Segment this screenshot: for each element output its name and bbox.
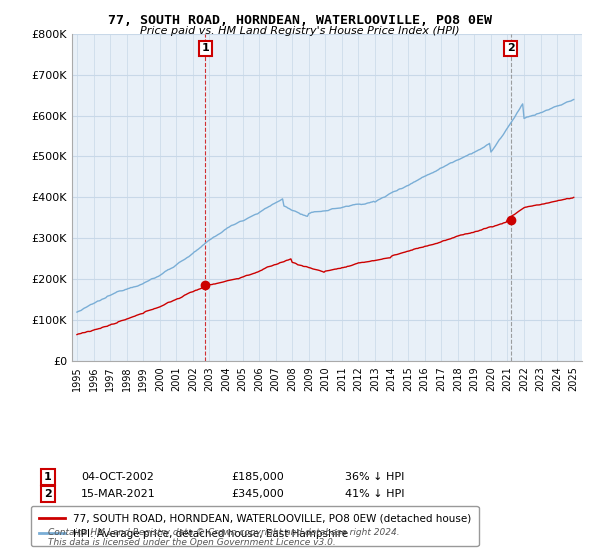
Text: 2: 2 <box>44 489 52 499</box>
Text: 77, SOUTH ROAD, HORNDEAN, WATERLOOVILLE, PO8 0EW: 77, SOUTH ROAD, HORNDEAN, WATERLOOVILLE,… <box>108 14 492 27</box>
Text: 15-MAR-2021: 15-MAR-2021 <box>81 489 156 499</box>
Text: 1: 1 <box>44 472 52 482</box>
Text: 36% ↓ HPI: 36% ↓ HPI <box>345 472 404 482</box>
Text: 04-OCT-2002: 04-OCT-2002 <box>81 472 154 482</box>
Text: 2: 2 <box>507 44 515 53</box>
Legend: 77, SOUTH ROAD, HORNDEAN, WATERLOOVILLE, PO8 0EW (detached house), HPI: Average : 77, SOUTH ROAD, HORNDEAN, WATERLOOVILLE,… <box>31 506 479 546</box>
Text: £345,000: £345,000 <box>231 489 284 499</box>
Text: Contains HM Land Registry data © Crown copyright and database right 2024.
This d: Contains HM Land Registry data © Crown c… <box>48 528 400 547</box>
Text: Price paid vs. HM Land Registry's House Price Index (HPI): Price paid vs. HM Land Registry's House … <box>140 26 460 36</box>
Text: £185,000: £185,000 <box>231 472 284 482</box>
Text: 1: 1 <box>202 44 209 53</box>
Text: 41% ↓ HPI: 41% ↓ HPI <box>345 489 404 499</box>
